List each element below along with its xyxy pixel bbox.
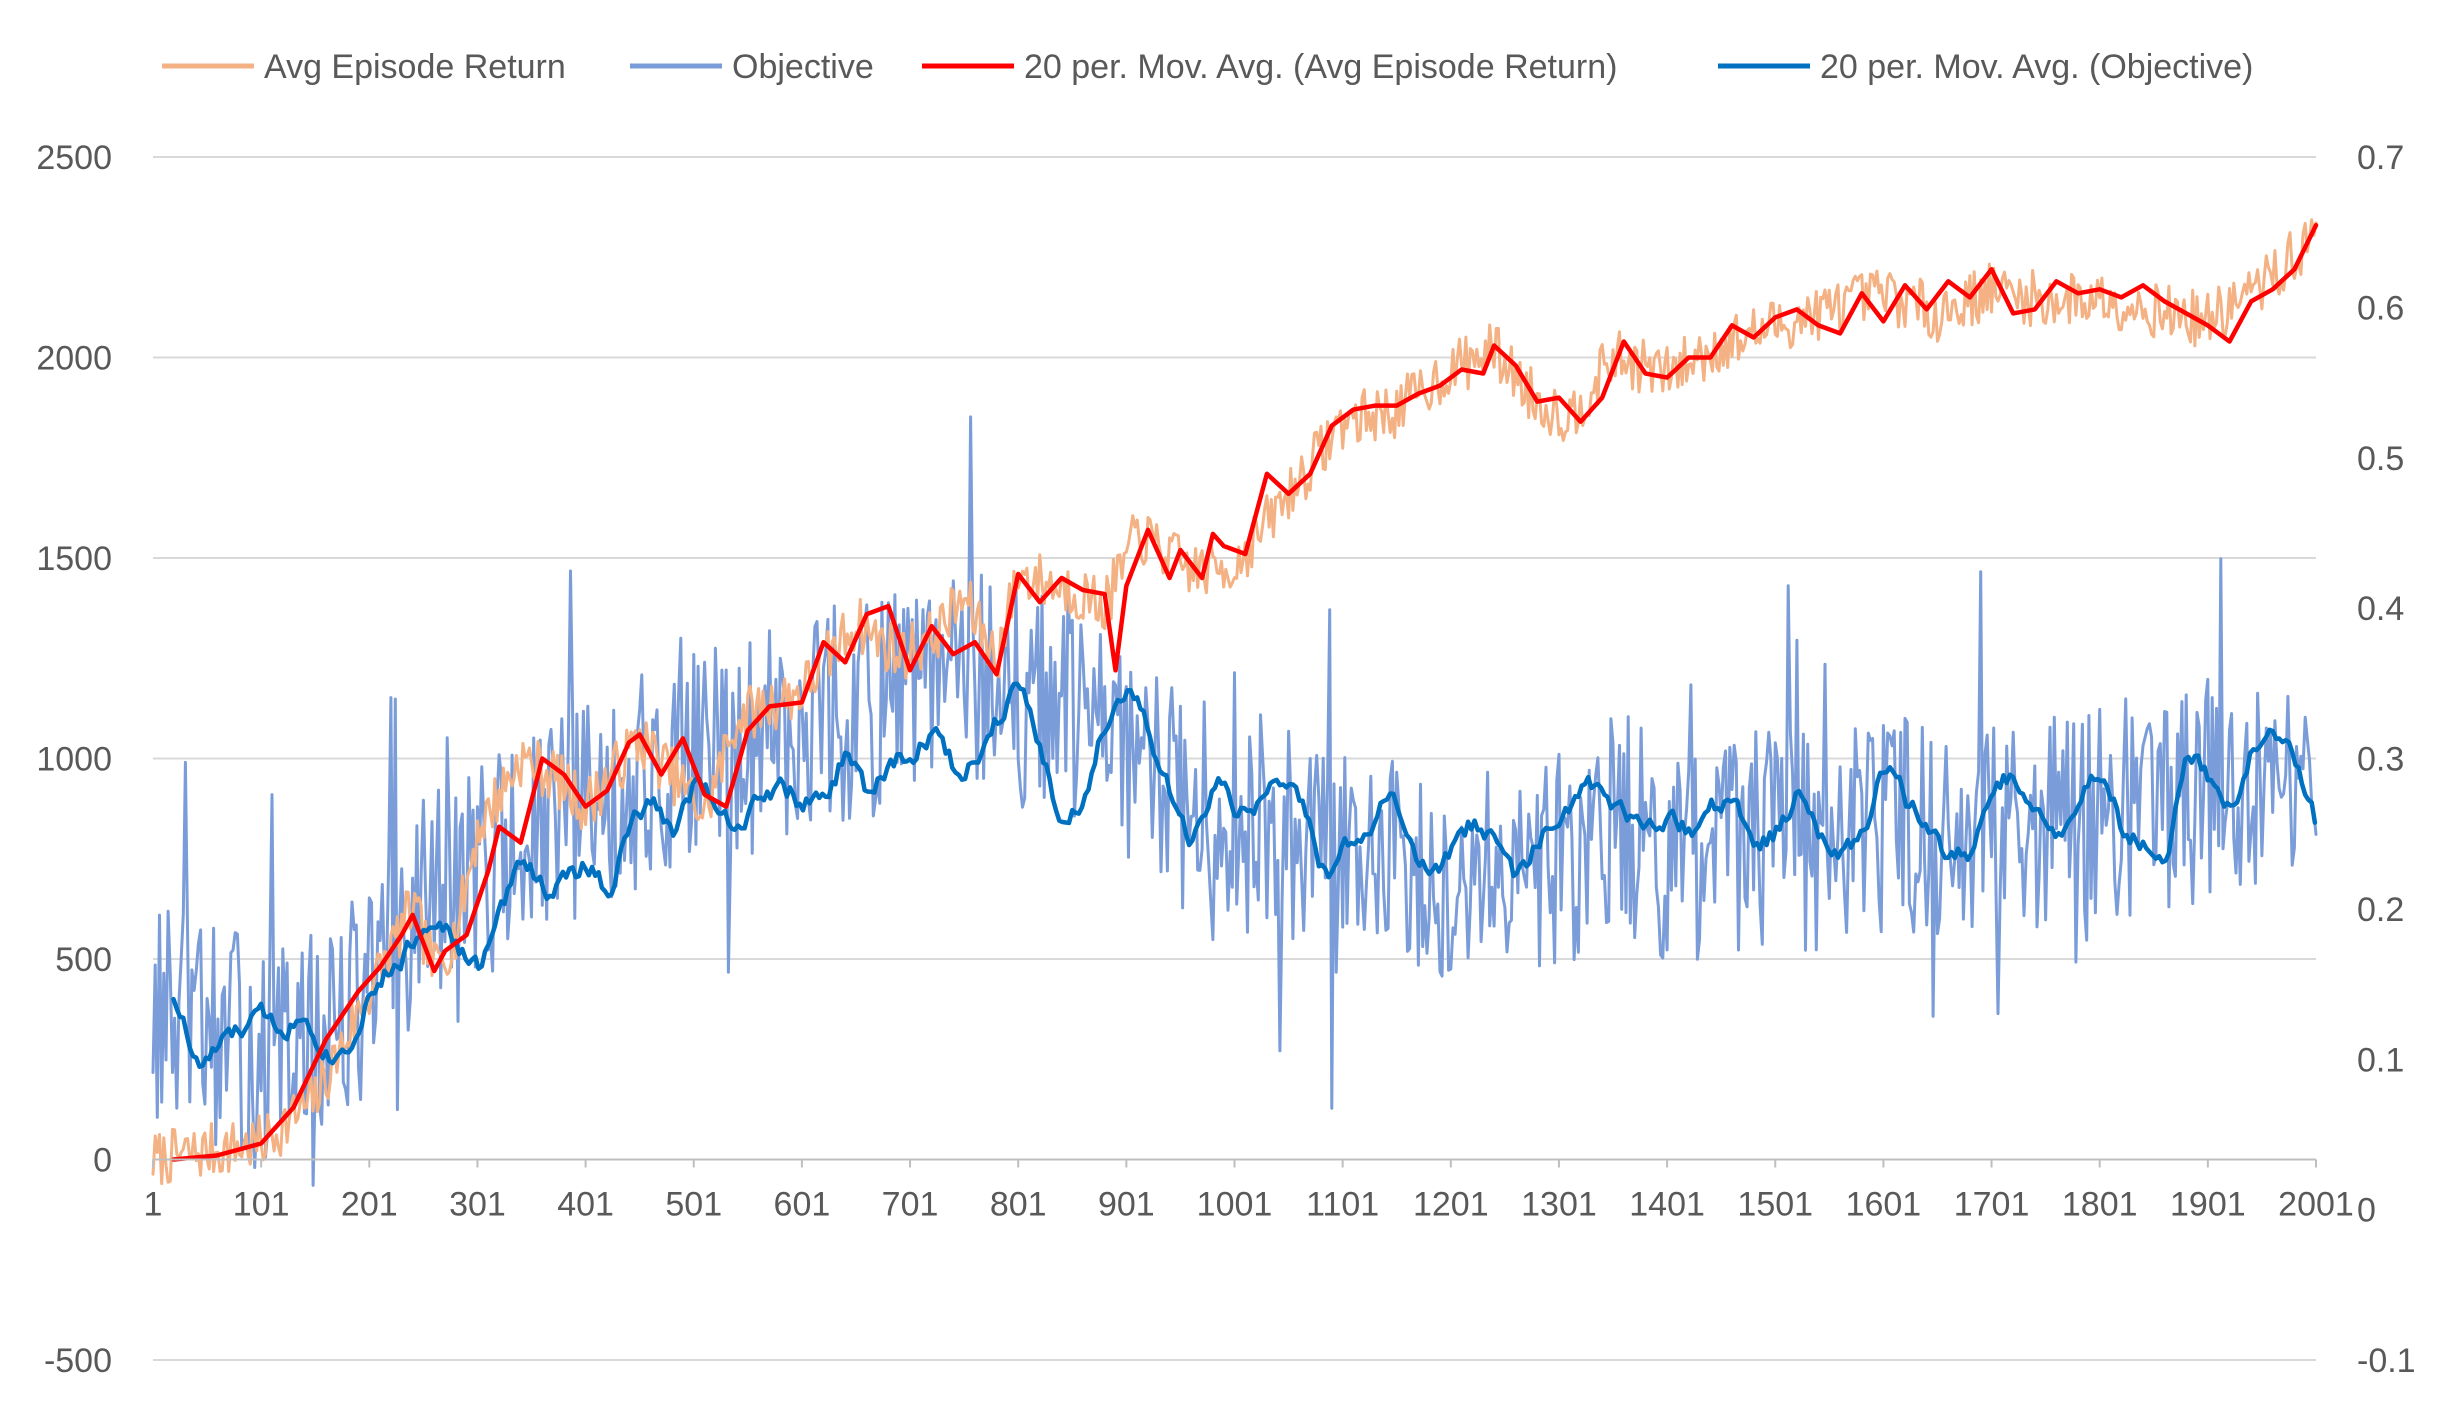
y-right-tick-label: 0.2 [2357,891,2404,929]
plot-area [151,218,2319,1187]
x-tick-label: 901 [1098,1186,1155,1224]
x-tick-label: 1501 [1737,1186,1813,1224]
series-line-avg-episode-return [151,218,2318,1185]
x-tick-label: 1601 [1846,1186,1922,1224]
x-tick-label: 1701 [1954,1186,2030,1224]
y-right-tick-label: 0.5 [2357,440,2404,478]
legend-entry-mov-avg-objective: 20 per. Mov. Avg. (Objective) [1718,48,2253,86]
legend: Avg Episode Return Objective 20 per. Mov. … [162,48,2253,86]
legend-entry-mov-avg-return: 20 per. Mov. Avg. (Avg Episode Return) [922,48,1617,86]
x-tick-label: 801 [990,1186,1047,1224]
x-tick-label: 501 [665,1186,722,1224]
legend-entry-avg-episode-return: Avg Episode Return [162,48,566,86]
x-tick-label: 201 [341,1186,398,1224]
x-tick-label: 1301 [1521,1186,1597,1224]
x-tick-label: 1201 [1413,1186,1489,1224]
x-tick-label: 1101 [1306,1186,1379,1224]
x-tick-label: 1 [144,1186,163,1224]
y-left-tick-label: 500 [55,941,112,979]
y-left-tick-label: 1500 [36,540,112,578]
x-tick-label: 1401 [1629,1186,1705,1224]
y-right-tick-label: 0.1 [2357,1041,2404,1079]
x-tick-label: 1001 [1197,1186,1273,1224]
x-tick-label: 2001 [2278,1186,2354,1224]
x-tick-label: 1801 [2062,1186,2138,1224]
y-right-tick-label: -0.1 [2357,1342,2416,1380]
y-right-tick-label: 0.4 [2357,590,2404,628]
series-line-objective [151,415,2318,1187]
x-tick-label: 401 [557,1186,614,1224]
legend-label: 20 per. Mov. Avg. (Objective) [1820,48,2253,86]
legend-entry-objective: Objective [630,48,874,86]
y-right-tick-label: 0.7 [2357,139,2404,177]
y-right-tick-label: 0.6 [2357,289,2404,327]
y-right-tick-label: 0 [2357,1192,2376,1230]
series-line-mov-avg-objective [171,681,2318,1069]
y-left-tick-label: -500 [44,1342,112,1380]
y-left-tick-label: 2000 [36,340,112,378]
x-tick-label: 601 [774,1186,831,1224]
y-left-tick-label: 0 [93,1142,112,1180]
series-line-mov-avg-return [171,222,2319,1162]
x-tick-label: 701 [882,1186,939,1224]
x-tick-label: 301 [449,1186,506,1224]
y-left-tick-label: 2500 [36,139,112,177]
axes: -500 0 500 1000 1500 2000 2500 -0.1 0 0.1 0.2 0.3 0.… [36,139,2415,1380]
x-tick-label: 1901 [2170,1186,2246,1224]
legend-label: 20 per. Mov. Avg. (Avg Episode Return) [1024,48,1617,86]
y-right-tick-label: 0.3 [2357,741,2404,779]
y-left-tick-label: 1000 [36,741,112,779]
legend-label: Objective [732,48,874,86]
legend-label: Avg Episode Return [264,48,566,86]
x-tick-label: 101 [233,1186,290,1224]
